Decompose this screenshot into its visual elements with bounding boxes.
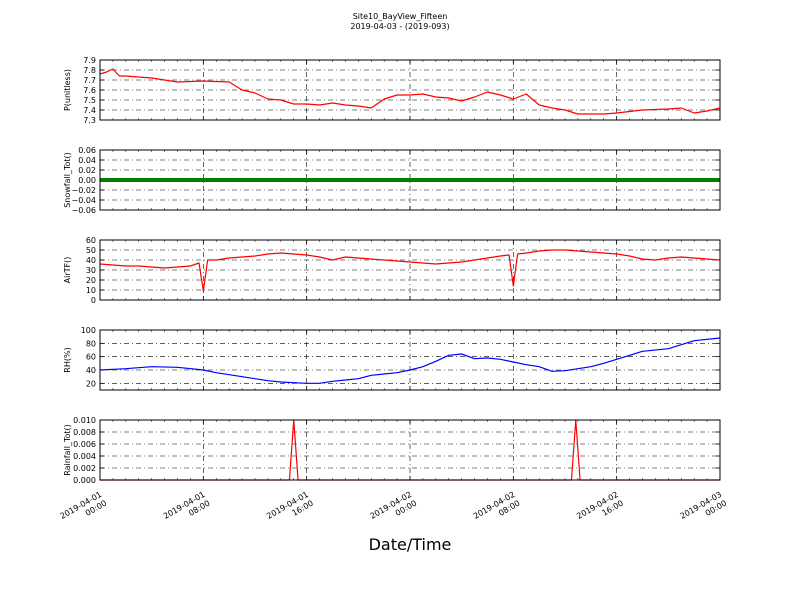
y-tick-label: 0.008 xyxy=(73,428,96,437)
y-tick-label: 30 xyxy=(86,266,96,275)
y-tick-label: 7.6 xyxy=(83,86,96,95)
plot-frame xyxy=(99,329,721,391)
y-axis-label: RH(%) xyxy=(63,347,72,372)
y-tick-label: 0.06 xyxy=(78,146,96,155)
chart-panels: 7.37.47.57.67.77.87.9P(unitless)−0.06−0.… xyxy=(63,56,721,485)
y-tick-label: 40 xyxy=(86,366,96,375)
y-tick-label: 0.010 xyxy=(73,416,96,425)
plot-frame xyxy=(99,149,721,211)
y-tick-label: 0.004 xyxy=(73,452,96,461)
y-axis-label: P(unitless) xyxy=(63,69,72,111)
plot-frame xyxy=(99,419,721,481)
y-tick-label: −0.02 xyxy=(71,186,96,195)
y-tick-label: 80 xyxy=(86,339,96,348)
y-tick-label: 7.8 xyxy=(83,66,96,75)
chart-panel: −0.06−0.04−0.020.000.020.040.06 Snowfall_… xyxy=(63,146,721,215)
y-tick-label: 50 xyxy=(86,246,96,255)
y-tick-label: 0.04 xyxy=(78,156,96,165)
series-line xyxy=(99,337,721,384)
series-line xyxy=(99,68,721,115)
y-tick-label: 7.5 xyxy=(83,96,96,105)
y-tick-label: 20 xyxy=(86,276,96,285)
y-tick-label: 0.000 xyxy=(73,476,96,485)
y-tick-label: −0.06 xyxy=(71,206,96,215)
y-tick-label: 7.4 xyxy=(83,106,96,115)
y-tick-label: 40 xyxy=(86,256,96,265)
plot-frame xyxy=(99,239,721,301)
plot-frame xyxy=(99,59,721,121)
y-tick-label: 7.9 xyxy=(83,56,96,65)
figure-title-line2: 2019-04-03 - (2019-093) xyxy=(350,22,449,31)
y-tick-label: 0.00 xyxy=(78,176,96,185)
y-tick-label: 0.02 xyxy=(78,166,96,175)
y-tick-label: 0 xyxy=(91,296,96,305)
y-tick-label: 7.3 xyxy=(83,116,96,125)
y-tick-label: 60 xyxy=(86,353,96,362)
chart-panel: 20 40 60 80 100 RH(%) xyxy=(63,326,721,391)
chart-panel: 0.000 0.002 0.004 0.006 0.008 0.010Rainfall_T… xyxy=(63,416,721,485)
y-axis-label: Snowfall_Tot() xyxy=(63,152,72,208)
y-axis-label: AirTF() xyxy=(63,257,72,284)
y-tick-label: 7.7 xyxy=(83,76,96,85)
figure-title-line1: Site10_BayView_Fifteen xyxy=(353,12,448,21)
y-axis-label: Rainfall_Tot() xyxy=(63,424,72,476)
y-tick-label: 0.006 xyxy=(73,440,96,449)
series-line xyxy=(99,249,721,292)
y-tick-label: 10 xyxy=(86,286,96,295)
y-tick-label: 0.002 xyxy=(73,464,96,473)
x-axis-label: Date/Time xyxy=(369,535,452,554)
y-tick-label: 100 xyxy=(81,326,96,335)
chart-panel: 7.37.47.57.67.77.87.9 P(unitless) xyxy=(63,56,721,125)
y-tick-label: −0.04 xyxy=(71,196,96,205)
y-tick-label: 20 xyxy=(86,379,96,388)
y-tick-label: 60 xyxy=(86,236,96,245)
